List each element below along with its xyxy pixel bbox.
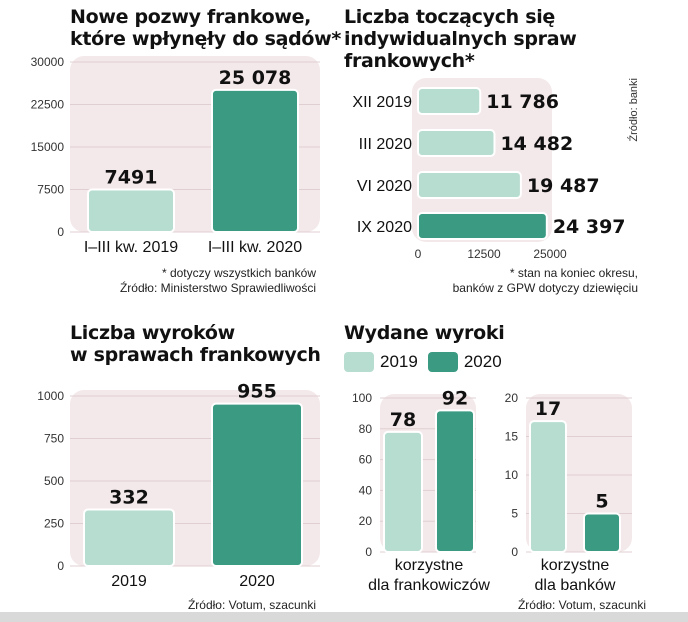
- chart1-notes: * dotyczy wszystkich banków Źródło: Mini…: [100, 266, 316, 296]
- chart3-y-tick: 250: [44, 517, 64, 531]
- chart1-value-label: 25 078: [219, 67, 292, 89]
- chart2-category-label: VI 2020: [357, 178, 412, 195]
- chart5-category-label: korzystne: [541, 557, 610, 574]
- chart4-bar-2019: [383, 430, 423, 554]
- legend-label-2019: 2019: [380, 352, 418, 371]
- chart2-x-tick: 25000: [533, 247, 567, 261]
- chart4-y-tick: 20: [359, 514, 373, 528]
- chart3-bar: [211, 402, 303, 567]
- chart3-bar: [83, 508, 175, 567]
- chart2-category-label: III 2020: [359, 136, 412, 153]
- chart5-value-label: 5: [595, 491, 608, 513]
- chart4-category-label-2: dla frankowiczów: [368, 577, 490, 594]
- chart2-notes: * stan na koniec okresu, banków z GPW do…: [390, 266, 638, 296]
- chart4-y-tick: 80: [359, 422, 373, 436]
- chart2-plot-area: [412, 78, 552, 242]
- chart3-source: Źródło: Votum, szacunki: [100, 598, 316, 613]
- chart5-y-tick: 10: [505, 468, 519, 482]
- chart3-value-label: 955: [237, 381, 277, 403]
- legend-swatch-2019: [344, 352, 374, 372]
- chart3-title-line2: w sprawach frankowych: [70, 344, 321, 366]
- chart4-value-label: 78: [390, 409, 416, 431]
- chart1-category-label: I–III kw. 2020: [208, 239, 302, 256]
- chart2-title-line2: indywidualnych spraw: [344, 28, 577, 50]
- chart5-bar-2019: [529, 420, 567, 553]
- chart2-footnote-2: banków z GPW dotyczy dziewięciu: [452, 281, 638, 295]
- chart4-value-label: 92: [442, 387, 468, 409]
- chart2-title-line3: frankowych*: [344, 50, 475, 72]
- chart2-value-label: 24 397: [553, 216, 626, 238]
- chart5-y-tick: 0: [511, 545, 518, 559]
- chart5-y-tick: 20: [505, 391, 519, 405]
- chart5-y-tick: 15: [505, 430, 519, 444]
- chart3-y-tick: 0: [57, 559, 64, 573]
- chart2-title-line1: Liczba toczących się: [344, 6, 556, 28]
- chart2-bar: [417, 129, 496, 157]
- chart3-y-tick: 500: [44, 474, 64, 488]
- chart1-y-tick: 15000: [31, 140, 65, 154]
- chart2-title: Liczba toczących się indywidualnych spra…: [344, 6, 577, 72]
- chart1-title-line2: które wpłynęły do sądów*: [70, 28, 342, 50]
- chart2-footnote: * stan na koniec okresu,: [509, 266, 638, 280]
- chart2-category-label: XII 2019: [352, 94, 412, 111]
- chart1-y-tick: 30000: [31, 55, 65, 69]
- legend-swatch-2020: [427, 352, 458, 372]
- chart1-footnote: * dotyczy wszystkich banków: [161, 266, 316, 280]
- chart1-value-label: 7491: [105, 167, 158, 189]
- legend-label-2020: 2020: [463, 352, 502, 371]
- chart2-category-label: IX 2020: [357, 219, 412, 236]
- chart4-source: Źródło: Votum, szacunki: [420, 598, 646, 613]
- chart2-value-label: 19 487: [527, 175, 600, 197]
- bottom-bar: [0, 612, 688, 622]
- chart3-category-label: 2020: [239, 573, 275, 590]
- chart4-y-tick: 100: [352, 391, 372, 405]
- chart1-title: Nowe pozwy frankowe, które wpłynęły do s…: [70, 6, 341, 50]
- chart1-y-tick: 0: [57, 225, 64, 239]
- chart3-category-label: 2019: [111, 573, 147, 590]
- chart3-title-line1: Liczba wyroków: [70, 322, 235, 344]
- chart1-bar: [211, 88, 299, 234]
- chart1-source: Źródło: Ministerstwo Sprawiedliwości: [119, 281, 316, 295]
- chart4-legend: 2019 2020: [344, 352, 512, 372]
- chart1-title-line1: Nowe pozwy frankowe,: [70, 6, 312, 28]
- chart4-y-tick: 60: [359, 453, 373, 467]
- chart2-x-tick: 12500: [467, 247, 501, 261]
- chart1-y-tick: 22500: [31, 98, 65, 112]
- chart3-y-tick: 1000: [37, 389, 64, 403]
- chart2-value-label: 11 786: [486, 91, 559, 113]
- chart3-value-label: 332: [109, 487, 149, 509]
- chart1-category-label: I–III kw. 2019: [84, 239, 178, 256]
- chart5-bar-2020: [583, 512, 621, 553]
- chart2-value-label: 14 482: [500, 133, 573, 155]
- chart2-x-tick: 0: [415, 247, 422, 261]
- chart4-category-label: korzystne: [395, 557, 464, 574]
- chart2-bar: [417, 212, 548, 240]
- chart4-source-text: Źródło: Votum, szacunki: [517, 598, 646, 612]
- chart5-y-tick: 5: [511, 507, 518, 521]
- chart1-y-tick: 7500: [37, 183, 64, 197]
- chart1-bar: [87, 188, 175, 233]
- chart4-y-tick: 0: [365, 545, 372, 559]
- chart4-bar-2020: [435, 409, 475, 553]
- chart2-bar: [417, 87, 482, 115]
- chart3-title: Liczba wyroków w sprawach frankowych: [70, 322, 321, 366]
- chart4-y-tick: 40: [359, 483, 373, 497]
- chart4-title: Wydane wyroki: [344, 322, 505, 344]
- chart3-source-text: Źródło: Votum, szacunki: [187, 598, 316, 612]
- chart4-title-line1: Wydane wyroki: [344, 322, 505, 344]
- chart2-bar: [417, 171, 522, 199]
- chart5-category-label-2: dla banków: [535, 577, 616, 594]
- chart3-y-tick: 750: [44, 432, 64, 446]
- chart5-value-label: 17: [535, 398, 561, 420]
